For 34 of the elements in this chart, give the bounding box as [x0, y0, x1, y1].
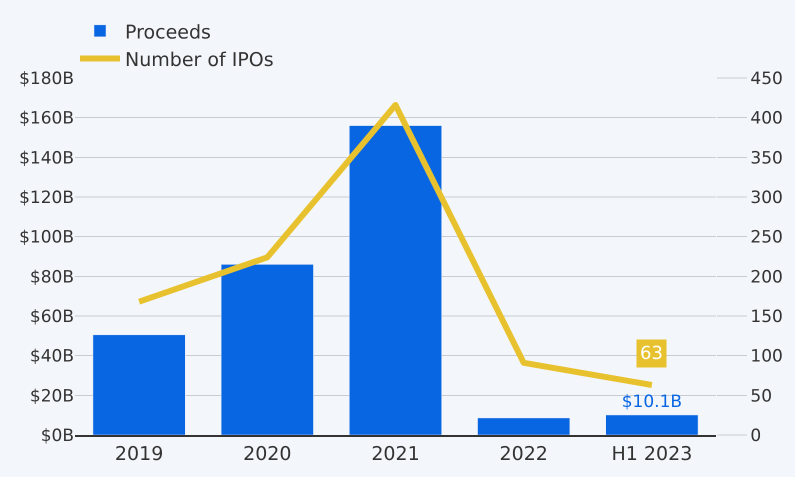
y-tick-label: $60B: [30, 306, 74, 327]
legend-label: Proceeds: [125, 21, 211, 44]
bar: [349, 125, 442, 435]
x-tick-label: 2022: [500, 442, 548, 465]
y-tick-label: $40B: [30, 346, 74, 367]
y2-tick-label: 250: [750, 228, 783, 248]
legend-label: Number of IPOs: [125, 48, 274, 71]
y2-tick-label: 450: [750, 68, 783, 89]
x-tick-label: H1 2023: [612, 442, 692, 465]
y-tick-label: $100B: [19, 228, 74, 248]
y-tick-label: $80B: [30, 267, 74, 288]
data-label: 63: [640, 343, 663, 364]
y2-tick-label: 50: [750, 386, 772, 406]
y-tick-label: $160B: [19, 108, 74, 129]
y-tick-label: $180B: [19, 68, 74, 89]
bar: [92, 334, 186, 435]
x-tick-label: 2021: [371, 442, 420, 465]
y-tick-label: $140B: [19, 148, 74, 168]
y2-tick-label: 100: [750, 346, 783, 367]
bar: [220, 264, 314, 435]
y2-tick-label: 350: [750, 148, 783, 168]
y-tick-label: $0B: [40, 426, 74, 446]
data-label: $10.1B: [622, 392, 682, 412]
y2-tick-label: 400: [750, 108, 783, 129]
x-tick-label: 2019: [114, 442, 164, 465]
bar: [477, 418, 570, 435]
bar: [606, 414, 698, 435]
y2-tick-label: 200: [750, 267, 783, 288]
y-tick-label: $20B: [30, 386, 74, 406]
y2-tick-label: 300: [750, 188, 783, 208]
y2-tick-label: 150: [750, 306, 783, 327]
y-tick-label: $120B: [19, 188, 74, 208]
x-tick-label: 2020: [243, 442, 292, 465]
y2-tick-label: 0: [750, 426, 762, 446]
